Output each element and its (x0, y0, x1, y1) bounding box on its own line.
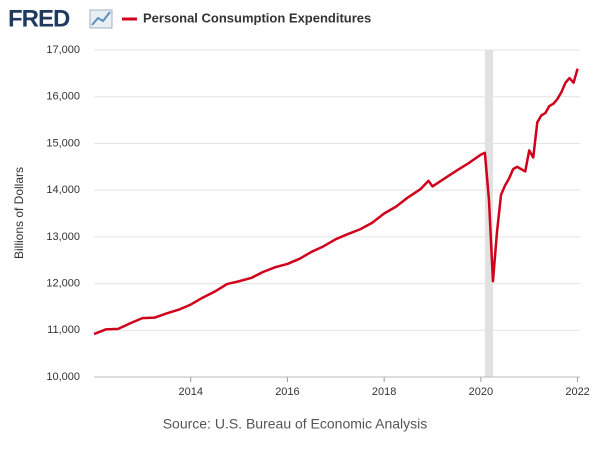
y-tick-label: 14,000 (46, 184, 80, 196)
y-axis-label: Billions of Dollars (12, 167, 26, 259)
x-tick-label: 2016 (275, 386, 299, 398)
y-tick-label: 16,000 (46, 91, 80, 103)
x-tick-label: 2022 (565, 386, 589, 398)
y-tick-label: 11,000 (47, 324, 80, 336)
y-tick-label: 10,000 (46, 371, 80, 383)
y-tick-label: 17,000 (46, 44, 80, 56)
logo: FRED (8, 5, 70, 32)
x-tick-label: 2014 (178, 386, 202, 398)
source: Source: U.S. Bureau of Economic Analysis (163, 416, 428, 432)
y-tick-label: 13,000 (46, 231, 80, 243)
x-tick-label: 2020 (469, 386, 493, 398)
series-line (93, 68, 579, 336)
y-tick-label: 15,000 (46, 137, 80, 149)
y-tick-label: 12,000 (46, 277, 80, 289)
x-tick-label: 2018 (372, 386, 396, 398)
logo-icon (89, 9, 113, 29)
legend-label: Personal Consumption Expenditures (143, 10, 371, 25)
